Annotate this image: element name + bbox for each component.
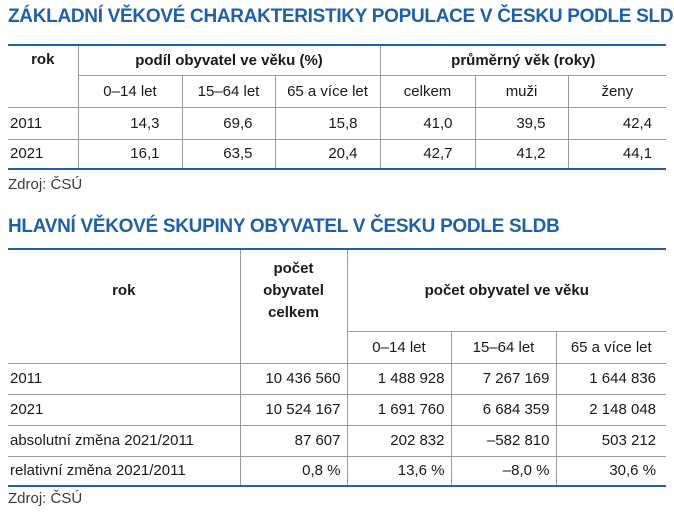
cell: –8,0 % <box>450 456 556 486</box>
header-rok: rok <box>31 51 55 68</box>
header-total-line3: celkem <box>268 304 319 321</box>
cell: 503 212 <box>555 425 667 456</box>
table2-title: HLAVNÍ VĚKOVÉ SKUPINY OBYVATEL V ČESKU P… <box>8 216 560 237</box>
header-total-line1: počet <box>273 260 314 277</box>
table1-title: ZÁKLADNÍ VĚKOVÉ CHARAKTERISTIKY POPULACE… <box>8 6 674 27</box>
table-row: relativní změna 2021/2011 0,8 % 13,6 % –… <box>8 456 667 486</box>
subheader-65plus: 65 a více let <box>555 331 667 363</box>
cell: 1 691 760 <box>346 394 451 425</box>
header-rok: rok <box>112 282 136 299</box>
age-groups-table: rok počet obyvatel celkem počet obyvatel… <box>8 248 667 487</box>
age-characteristics-table: rok podíl obyvatel ve věku (%) průměrný … <box>8 44 667 170</box>
cell: 10 436 560 <box>239 363 347 394</box>
cell: 7 267 169 <box>450 363 556 394</box>
cell: 1 488 928 <box>346 363 451 394</box>
cell: 16,1 <box>77 139 182 169</box>
row-label: 2011 <box>10 370 43 387</box>
row-year: 2011 <box>10 114 43 132</box>
cell: 44,1 <box>567 139 667 169</box>
cell: 15,8 <box>274 107 381 139</box>
subheader-zeny: ženy <box>567 75 667 107</box>
cell: 202 832 <box>346 425 451 456</box>
cell: 10 524 167 <box>239 394 347 425</box>
table-row: absolutní změna 2021/2011 87 607 202 832… <box>8 425 667 456</box>
subheader-muzi: muži <box>474 75 569 107</box>
header-share-group: podíl obyvatel ve věku (%) <box>77 45 381 76</box>
subheader-0-14: 0–14 let <box>77 75 182 107</box>
cell: 63,5 <box>181 139 275 169</box>
subheader-15-64: 15–64 let <box>181 75 275 107</box>
header-age-group: počet obyvatel ve věku <box>346 249 667 332</box>
cell: 39,5 <box>474 107 569 139</box>
cell: 42,4 <box>567 107 667 139</box>
cell: 0,8 % <box>239 456 347 486</box>
subheader-0-14: 0–14 let <box>346 331 451 363</box>
cell: 41,0 <box>379 107 476 139</box>
header-total-line2: obyvatel <box>263 282 324 299</box>
table1-source: Zdroj: ČSÚ <box>8 176 83 193</box>
header-total: počet obyvatel celkem <box>239 249 347 363</box>
cell: 14,3 <box>77 107 182 139</box>
cell: 13,6 % <box>346 456 451 486</box>
cell: 87 607 <box>239 425 347 456</box>
cell: 30,6 % <box>555 456 667 486</box>
cell: 1 644 836 <box>555 363 667 394</box>
cell: 69,6 <box>181 107 275 139</box>
subheader-65plus: 65 a více let <box>274 75 381 107</box>
cell: 6 684 359 <box>450 394 556 425</box>
table-row: 2011 14,3 69,6 15,8 41,0 39,5 42,4 <box>8 107 667 139</box>
table-row: 2021 16,1 63,5 20,4 42,7 41,2 44,1 <box>8 139 667 169</box>
cell: 20,4 <box>274 139 381 169</box>
header-age-group: průměrný věk (roky) <box>379 45 667 76</box>
cell: 41,2 <box>474 139 569 169</box>
row-label: relativní změna 2021/2011 <box>10 462 186 480</box>
cell: 2 148 048 <box>555 394 667 425</box>
row-label: 2021 <box>10 401 44 418</box>
table-row: 2011 10 436 560 1 488 928 7 267 169 1 64… <box>8 363 667 394</box>
subheader-15-64: 15–64 let <box>450 331 556 363</box>
table2-source: Zdroj: ČSÚ <box>8 490 83 507</box>
row-year: 2021 <box>10 145 44 163</box>
cell: 42,7 <box>379 139 476 169</box>
subheader-celkem: celkem <box>379 75 476 107</box>
cell: –582 810 <box>450 425 556 456</box>
table-row: 2021 10 524 167 1 691 760 6 684 359 2 14… <box>8 394 667 425</box>
row-label: absolutní změna 2021/2011 <box>10 432 195 449</box>
